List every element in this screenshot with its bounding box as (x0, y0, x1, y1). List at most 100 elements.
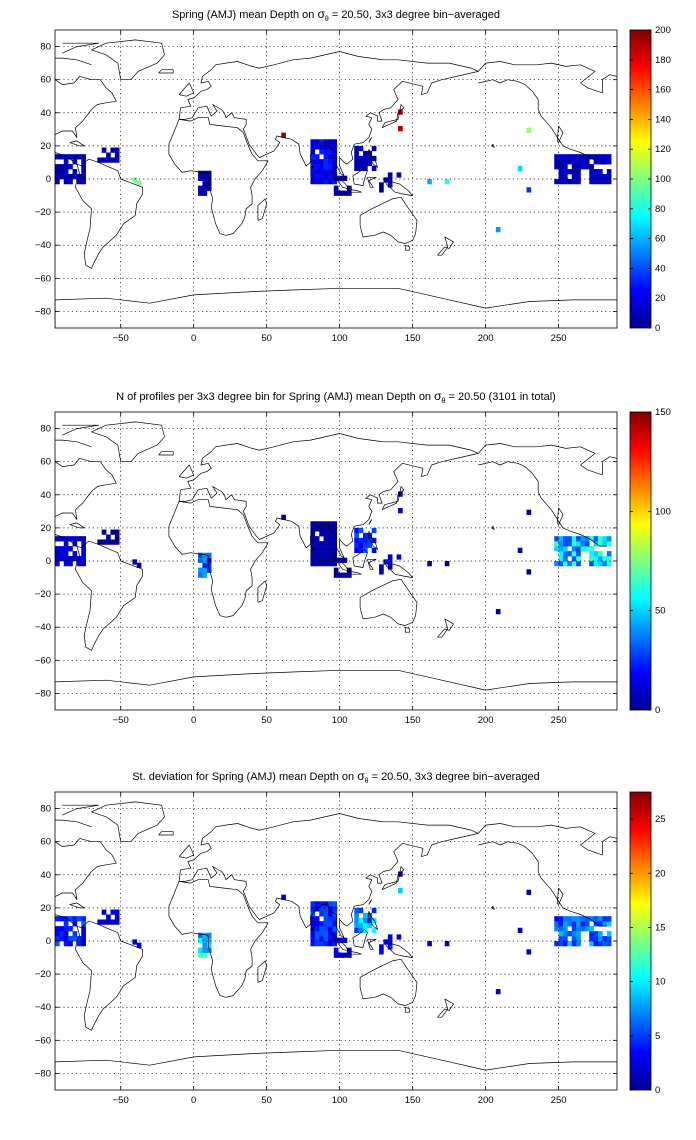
data-bin-spot (398, 109, 403, 115)
data-bin (323, 551, 329, 557)
data-bin (342, 175, 348, 181)
data-bin (81, 164, 86, 170)
data-bin (363, 542, 368, 549)
data-bin (354, 160, 359, 167)
data-bin (81, 556, 86, 562)
data-bin (558, 941, 564, 947)
coastline (158, 451, 174, 456)
y-tick-label: 80 (40, 804, 51, 815)
data-bin (363, 922, 368, 929)
data-bin (602, 541, 608, 547)
data-bin-spot (132, 177, 138, 183)
data-bin (358, 165, 364, 172)
data-bin (562, 169, 568, 175)
coastline (158, 69, 174, 74)
coastline (491, 143, 495, 148)
data-bin (314, 159, 320, 165)
data-bin (354, 542, 359, 549)
data-bin (81, 179, 86, 185)
data-bin (342, 190, 348, 196)
data-bin (110, 539, 116, 545)
data-bin (567, 931, 573, 937)
data-bin-spot (526, 509, 532, 515)
data-bin (593, 154, 599, 160)
data-bin (606, 556, 612, 562)
panel-title: Spring (AMJ) mean Depth on σθ = 20.50, 3… (172, 7, 500, 23)
data-bin (396, 934, 402, 940)
coastline (55, 76, 117, 150)
data-bin (576, 536, 581, 542)
data-bin (314, 561, 320, 567)
data-bin (202, 562, 208, 568)
data-bin (332, 154, 338, 160)
data-bin (63, 159, 69, 165)
data-bin (598, 551, 603, 557)
data-bin (319, 941, 324, 947)
data-bin (314, 164, 320, 170)
data-bin (387, 934, 393, 940)
data-bin (68, 164, 73, 170)
x-tick-label: 150 (405, 1095, 421, 1106)
data-bin (346, 185, 352, 191)
colorbar-tick-label: 200 (655, 25, 671, 36)
data-bin (562, 179, 568, 185)
data-bin (571, 916, 577, 922)
data-bin (584, 536, 590, 542)
data-bin (567, 179, 573, 185)
data-bin (323, 179, 329, 185)
x-tick-label: 100 (332, 333, 348, 344)
data-bin (363, 160, 368, 167)
data-bin (55, 164, 60, 170)
data-bin (202, 170, 208, 176)
data-bin (106, 157, 111, 163)
data-bin (68, 936, 73, 942)
coastline (55, 914, 78, 927)
data-bin (589, 546, 594, 552)
data-bin (323, 169, 329, 175)
data-bin (387, 564, 393, 570)
data-bin (589, 174, 594, 180)
colorbar-tick-label: 20 (655, 293, 666, 304)
data-bin (562, 931, 568, 937)
data-bin (602, 536, 608, 542)
data-bin (589, 936, 594, 942)
data-bin (342, 937, 348, 943)
data-bin (562, 926, 568, 932)
data-bin (580, 541, 586, 547)
data-bin (558, 541, 564, 547)
data-bin (55, 916, 60, 922)
data-bin (76, 941, 82, 947)
data-bin (314, 546, 320, 552)
data-bin (371, 907, 377, 914)
data-bin (589, 941, 594, 947)
coastline (55, 57, 92, 66)
coastline (62, 42, 100, 54)
colorbar-tick-label: 120 (655, 144, 671, 155)
data-bin (606, 169, 612, 175)
data-bin (589, 561, 594, 567)
data-bin (198, 557, 203, 563)
data-bin (101, 157, 107, 163)
title-text: St. deviation for Spring (AMJ) mean Dept… (132, 771, 357, 783)
data-bin (589, 536, 594, 542)
data-bin (81, 561, 86, 567)
data-bin (81, 546, 86, 552)
data-bin (332, 159, 338, 165)
coastline (55, 458, 117, 532)
colorbar-tick-label: 25 (655, 814, 666, 825)
y-tick-label: 20 (40, 903, 51, 914)
coastline (69, 902, 85, 909)
data-bin (593, 936, 599, 942)
y-tick-label: 0 (46, 174, 51, 185)
coastline (478, 61, 617, 94)
coastline (381, 866, 405, 891)
data-bin (81, 159, 86, 165)
data-bin (323, 556, 329, 562)
data-bin (319, 526, 324, 532)
data-bin (562, 174, 568, 180)
data-bin (602, 154, 608, 160)
title-text-end: = 20.50, 3x3 degree bin−averaged (369, 771, 540, 783)
data-bin (554, 926, 559, 932)
data-bin (589, 169, 594, 175)
